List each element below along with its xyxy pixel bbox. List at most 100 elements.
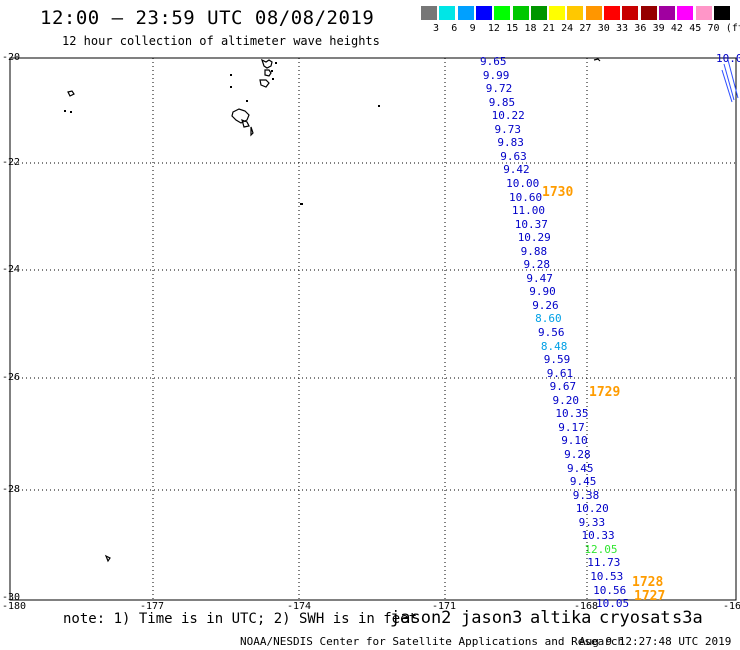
- swh-value: 9.83: [497, 136, 524, 150]
- graticule: [10, 58, 736, 600]
- scale-label: 30: [597, 23, 610, 34]
- swh-value: 8.48: [540, 339, 568, 353]
- scale-swatch: [530, 6, 547, 20]
- swh-value: 9.45: [567, 461, 594, 475]
- island-outline: [593, 58, 601, 62]
- swh-value: 9.45: [569, 475, 597, 489]
- swh-value: 9.61: [546, 366, 574, 380]
- islet: [230, 86, 232, 88]
- island-outline: [260, 58, 273, 69]
- islet: [70, 111, 72, 113]
- island-outline: [67, 90, 75, 97]
- swh-value: 9.26: [532, 298, 559, 312]
- scale-swatch: [713, 6, 730, 20]
- edge-swh-value: 10.0: [716, 52, 740, 65]
- swh-value: 9.28: [564, 448, 591, 461]
- scale-swatch: [549, 6, 566, 20]
- swh-value: 11.00: [511, 204, 546, 218]
- swh-value: 10.37: [514, 217, 548, 231]
- swh-value: 10.00: [506, 176, 540, 190]
- scale-label: 36: [634, 23, 647, 34]
- swh-value: 10.56: [593, 583, 627, 597]
- scale-label: 3: [433, 23, 440, 34]
- satellite-jason2: jason2: [390, 608, 452, 628]
- islet: [272, 78, 274, 80]
- satellite-cryosat: cryosat: [599, 608, 671, 628]
- map-border: [9, 57, 737, 601]
- lon-label: -177: [140, 601, 165, 612]
- swh-value: 10.60: [509, 190, 543, 204]
- map-subtitle: 12 hour collection of altimeter wave hei…: [62, 34, 380, 48]
- swh-value: 10.05: [596, 597, 630, 610]
- scale-label: 70: [707, 23, 720, 34]
- scale-label: 33: [616, 23, 629, 34]
- swh-value: 9.59: [543, 353, 571, 367]
- swh-value: 9.99: [482, 68, 510, 82]
- scale-swatch: [439, 6, 456, 20]
- island-outline: [259, 79, 270, 88]
- scale-swatch: [475, 6, 492, 20]
- swh-value: 9.20: [552, 393, 580, 407]
- swh-value: 9.17: [558, 420, 585, 434]
- scale-swatch: [695, 6, 712, 20]
- scale-label: 6: [451, 23, 458, 34]
- swh-value: 9.88: [520, 244, 548, 258]
- scale-swatch: [604, 6, 620, 20]
- lat-label: -30: [2, 592, 21, 603]
- lon-label: -168: [574, 601, 599, 612]
- swh-value: 10.33: [581, 529, 615, 543]
- scale-swatch: [640, 6, 657, 20]
- orbit-rev-label: 1730: [542, 185, 574, 200]
- island-outline: [250, 126, 254, 137]
- scale-label: 42: [670, 23, 683, 34]
- lat-label: -28: [2, 484, 21, 495]
- swh-value: 9.67: [549, 380, 577, 394]
- lat-label: -20: [2, 52, 21, 63]
- satellite-altika: altika: [530, 608, 592, 628]
- scale-label: 27: [579, 23, 592, 34]
- scale-swatch: [421, 6, 437, 20]
- swh-value: 9.28: [523, 258, 551, 272]
- swh-value: 10.35: [555, 407, 589, 421]
- swh-value: 9.47: [526, 271, 553, 285]
- lon-label: -171: [432, 601, 457, 612]
- islet: [246, 100, 248, 102]
- swh-value: 10.20: [575, 502, 609, 516]
- scale-swatch: [457, 6, 474, 20]
- lon-label: -180: [2, 601, 27, 612]
- island-outline: [264, 69, 272, 77]
- lat-label: -24: [2, 264, 21, 275]
- swh-value: 10.22: [491, 109, 525, 123]
- lat-label: -22: [2, 157, 21, 168]
- islet: [378, 105, 380, 107]
- scale-swatch: [494, 6, 511, 20]
- track-mark: [721, 69, 733, 103]
- swh-value: 9.42: [503, 163, 530, 177]
- swh-value: 9.10: [561, 434, 588, 448]
- swh-value: 9.56: [538, 326, 565, 339]
- swh-value: 11.73: [587, 556, 621, 570]
- footer-note: note: 1) Time is in UTC; 2) SWH is in fe…: [63, 611, 418, 627]
- scale-label: 12: [487, 23, 500, 34]
- island-outline: [241, 118, 250, 128]
- scale-label: 24: [561, 23, 574, 34]
- swh-value: 9.85: [488, 95, 516, 109]
- satellite-s3a: s3a: [672, 608, 703, 628]
- scale-swatch: [658, 6, 675, 20]
- orbit-rev-label: 1729: [589, 385, 621, 400]
- swh-value: 10.53: [590, 569, 624, 583]
- island-outline: [231, 108, 250, 124]
- scale-label: 15: [506, 23, 519, 34]
- scale-label: 9: [469, 23, 476, 34]
- scale-label: 21: [542, 23, 555, 34]
- track-mark: [727, 59, 739, 99]
- swh-value: 10.29: [517, 231, 551, 245]
- edge-track-marks: [721, 59, 739, 103]
- swh-value: 8.60: [535, 312, 562, 326]
- island-dots: [64, 62, 380, 205]
- lon-label: -16: [723, 601, 740, 612]
- generated-timestamp: Aug 9 12:27:48 UTC 2019: [579, 635, 732, 648]
- swh-value: 9.72: [485, 82, 513, 96]
- orbit-rev-label: 1727: [634, 589, 666, 604]
